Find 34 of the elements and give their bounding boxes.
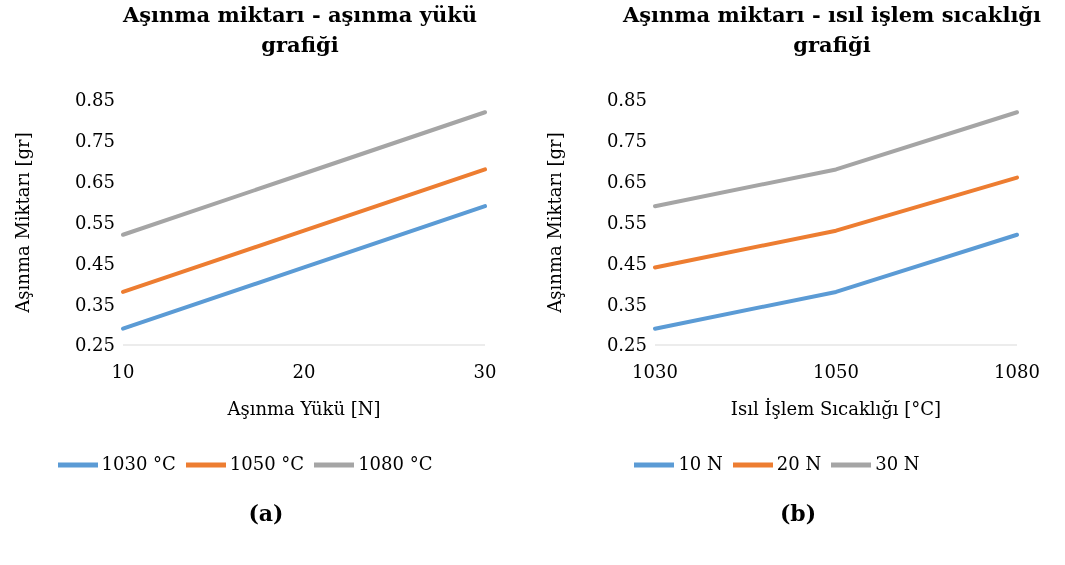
legend-label: 10 N xyxy=(678,453,723,474)
y-tick-label: 0.45 xyxy=(74,252,115,274)
x-tick-label: 20 xyxy=(292,360,316,382)
y-tick-label: 0.35 xyxy=(74,293,115,315)
legend-label: 1050 °C xyxy=(229,453,305,474)
chart-title: Aşınma miktarı - aşınma yükü grafiği xyxy=(121,1,478,59)
y-tick-label: 0.55 xyxy=(606,211,647,233)
y-tick-label: 0.75 xyxy=(74,130,115,152)
y-axis-title: Aşınma Miktarı [gr] xyxy=(12,132,34,314)
x-tick-label: 1080 xyxy=(994,360,1040,382)
legend-label: 1080 °C xyxy=(358,453,433,474)
y-tick-label: 0.35 xyxy=(606,293,647,315)
x-tick-label: 1050 xyxy=(813,360,859,382)
y-tick-label: 0.25 xyxy=(74,334,115,356)
text: (b) xyxy=(778,500,818,526)
y-tick-label: 0.55 xyxy=(74,211,115,233)
y-tick-label: 0.75 xyxy=(606,130,647,152)
y-tick-label: 0.65 xyxy=(606,171,647,193)
x-axis-title: Aşınma Yükü [N] xyxy=(226,398,381,419)
chart-title: Aşınma miktarı - ısıl işlem sıcaklığı grafiği xyxy=(622,1,1042,59)
y-tick-label: 0.85 xyxy=(74,89,115,111)
y-tick-label: 0.25 xyxy=(606,334,647,356)
x-axis-title: Isıl İşlem Sıcaklığı [°C] xyxy=(730,397,942,419)
legend-label: 20 N xyxy=(776,453,822,474)
x-tick-label: 1030 xyxy=(632,360,678,382)
x-tick-label: 30 xyxy=(473,360,497,382)
text: (a) xyxy=(247,500,285,526)
legend-label: 30 N xyxy=(875,453,920,474)
y-axis-title: Aşınma Miktarı [gr] xyxy=(544,132,566,314)
y-tick-label: 0.45 xyxy=(606,252,647,274)
y-tick-label: 0.85 xyxy=(606,89,647,111)
y-tick-label: 0.65 xyxy=(74,171,115,193)
x-tick-label: 10 xyxy=(111,360,135,382)
legend-label: 1030 °C xyxy=(101,453,176,474)
